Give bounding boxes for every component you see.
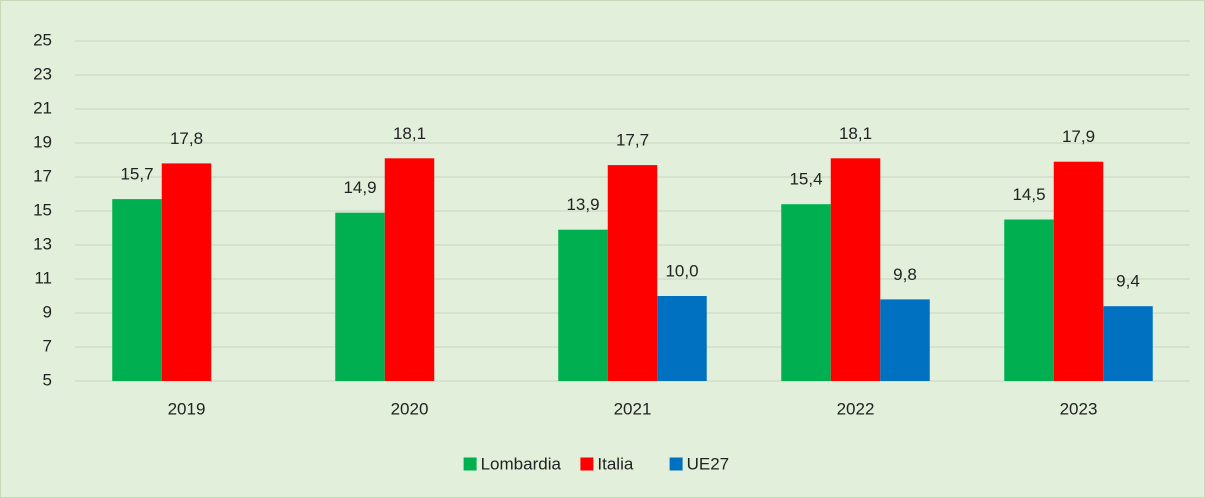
bar: [781, 204, 831, 381]
data-label: 18,1: [393, 124, 426, 143]
bar: [657, 296, 707, 381]
y-tick-label: 25: [33, 30, 52, 49]
data-label: 17,9: [1062, 127, 1095, 146]
x-tick-label: 2020: [391, 399, 429, 418]
legend-label: Italia: [597, 454, 633, 473]
data-label: 14,5: [1012, 185, 1045, 204]
data-label: 9,8: [893, 265, 917, 284]
data-label: 18,1: [839, 124, 872, 143]
data-label: 10,0: [665, 261, 698, 280]
bar: [1103, 306, 1153, 381]
y-tick-label: 19: [33, 132, 52, 151]
y-tick-label: 21: [33, 98, 52, 117]
bar: [1053, 161, 1104, 381]
y-tick-label: 5: [43, 370, 52, 389]
y-tick-label: 17: [33, 166, 52, 185]
bar: [112, 199, 162, 381]
bar: [607, 165, 658, 381]
legend-label: Lombardia: [481, 454, 562, 473]
data-label: 9,4: [1116, 272, 1140, 291]
bar: [335, 212, 385, 381]
y-tick-label: 15: [33, 200, 52, 219]
y-tick-label: 23: [33, 64, 52, 83]
bar: [880, 299, 930, 381]
data-label: 14,9: [343, 178, 376, 197]
x-tick-label: 2019: [168, 399, 206, 418]
x-tick-label: 2021: [614, 399, 652, 418]
data-label: 15,7: [120, 165, 153, 184]
y-tick-label: 13: [33, 234, 52, 253]
data-label: 17,8: [170, 129, 203, 148]
data-label: 13,9: [566, 195, 599, 214]
legend-swatch: [580, 457, 594, 471]
bar: [384, 158, 435, 381]
bar: [161, 163, 212, 381]
bar: [1004, 219, 1054, 381]
x-tick-label: 2023: [1060, 399, 1098, 418]
data-label: 15,4: [789, 170, 822, 189]
bar: [558, 229, 608, 381]
y-tick-label: 7: [43, 336, 52, 355]
x-tick-label: 2022: [837, 399, 875, 418]
bar: [830, 158, 881, 381]
y-tick-label: 11: [34, 268, 52, 287]
y-tick-label: 9: [43, 302, 52, 321]
legend-swatch: [669, 457, 683, 471]
legend-label: UE27: [687, 454, 730, 473]
data-label: 17,7: [616, 131, 649, 150]
legend-swatch: [463, 457, 477, 471]
